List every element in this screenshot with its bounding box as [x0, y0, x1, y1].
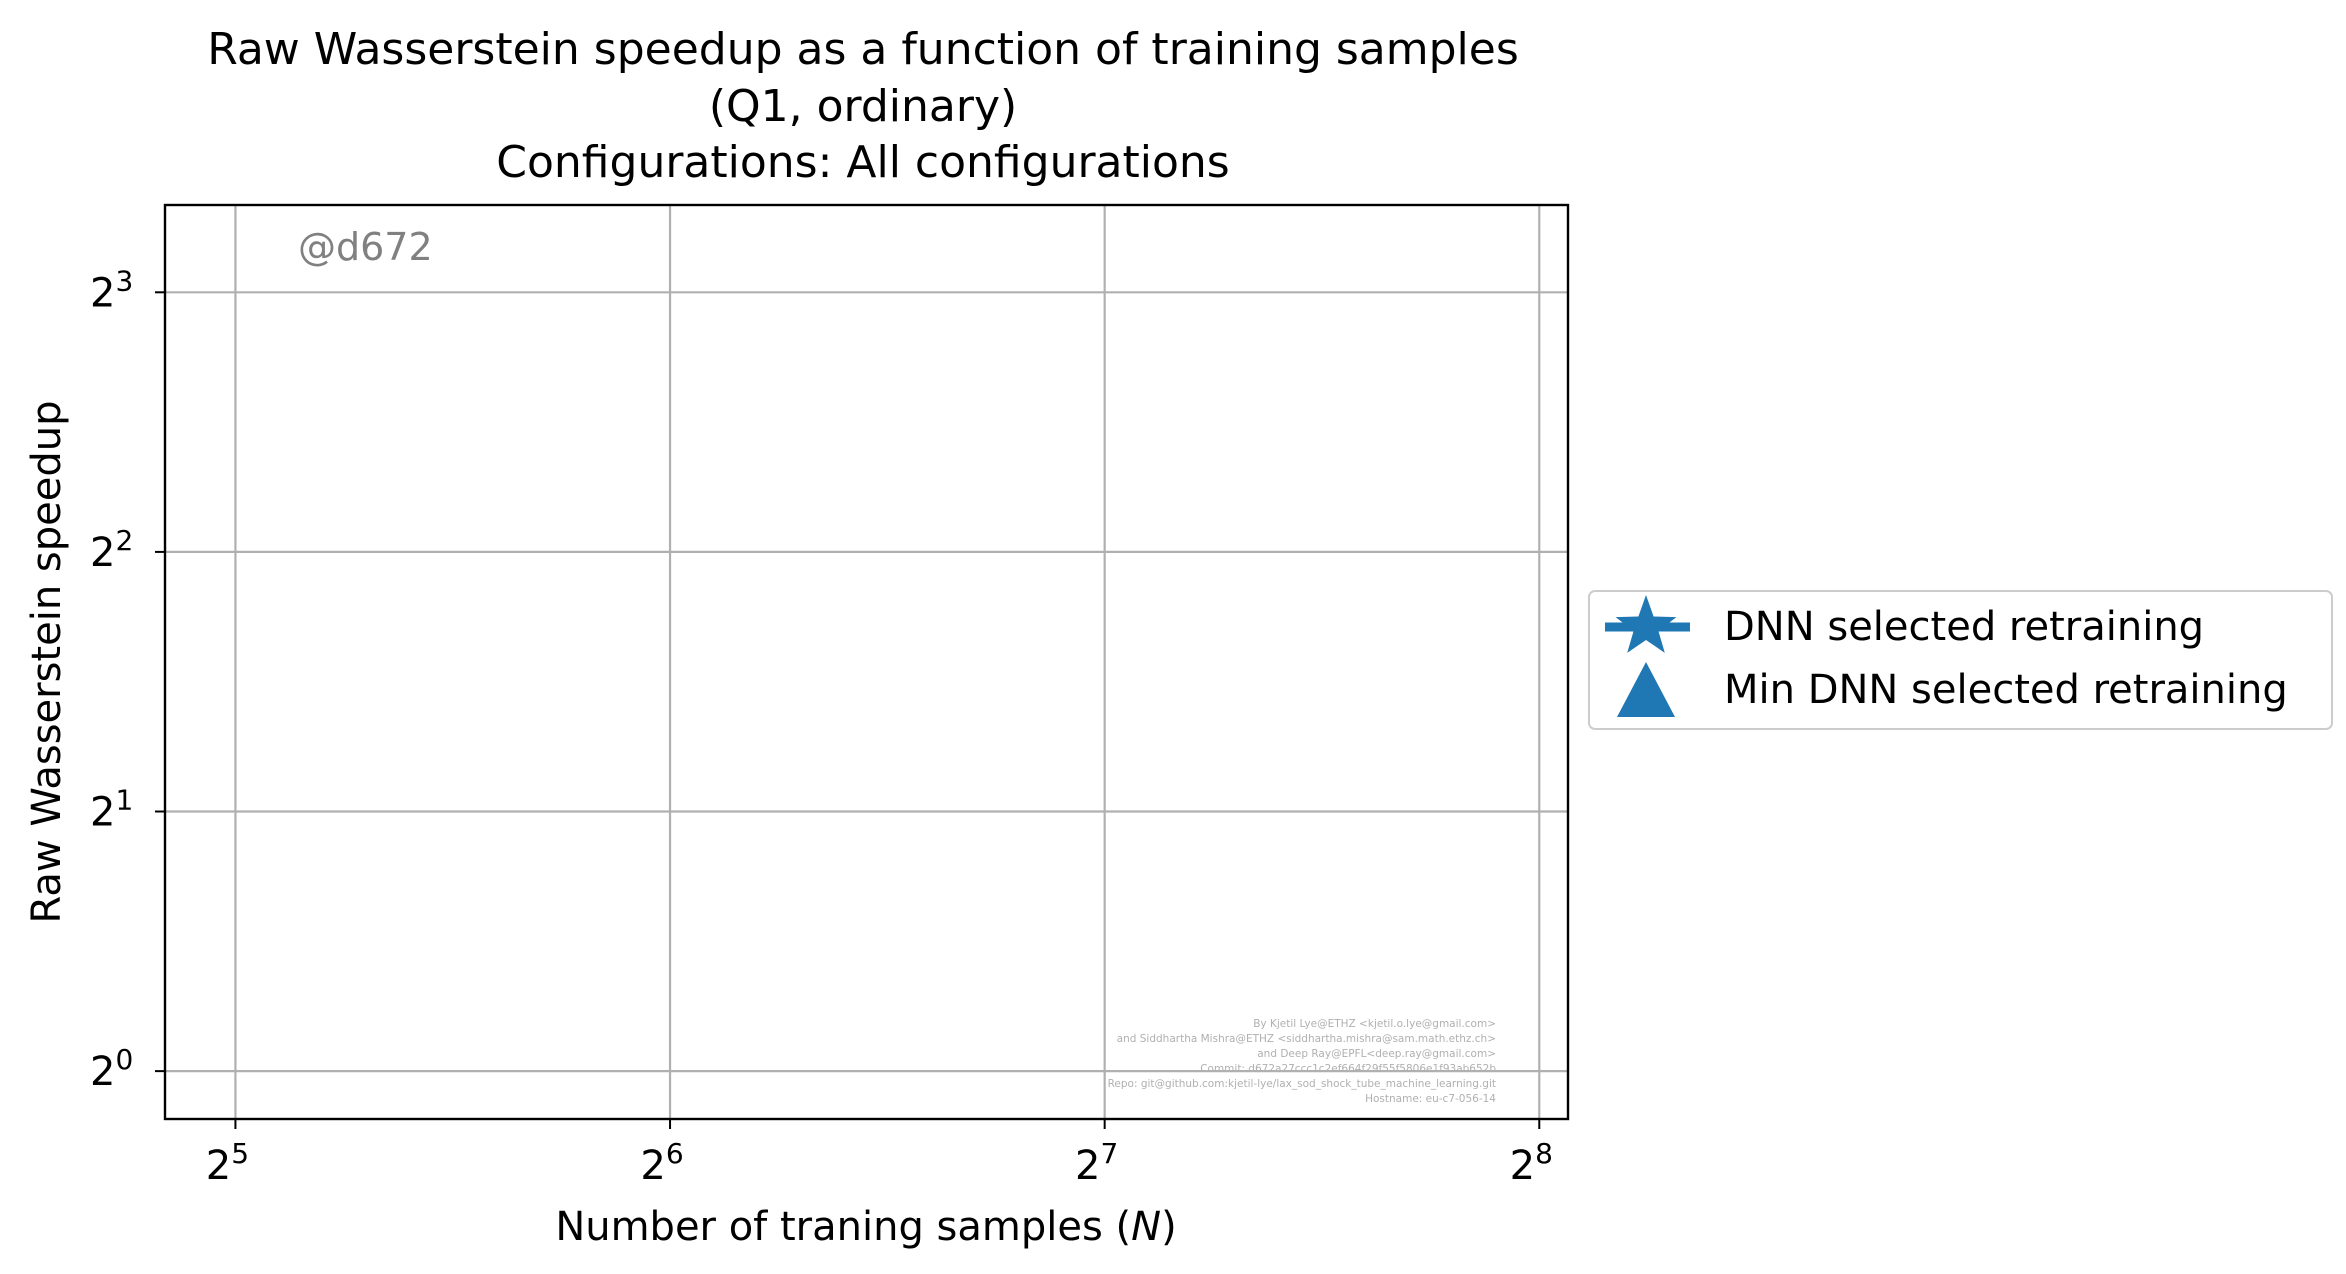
x-axis-label-variable: N [1131, 1204, 1161, 1250]
star-marker-icon [1615, 595, 1677, 653]
y-axis-label: Raw Wasserstein speedup [24, 401, 70, 924]
x-tick-label: 26 [640, 1137, 683, 1189]
legend: DNN selected retraining Min DNN selected… [1588, 590, 2333, 730]
x-tick-base: 2 [206, 1143, 231, 1189]
legend-frame [1588, 590, 2333, 730]
y-tick-base: 2 [90, 1049, 115, 1095]
credit-line: and Deep Ray@EPFL<deep.ray@gmail.com> [1257, 1048, 1496, 1060]
legend-label: Min DNN selected retraining [1724, 667, 2288, 713]
credit-line: By Kjetil Lye@ETHZ <kjetil.o.lye@gmail.c… [1253, 1018, 1496, 1030]
credit-line: Hostname: eu-c7-056-14 [1365, 1093, 1496, 1105]
x-tick-label: 28 [1510, 1137, 1553, 1189]
x-axis-ticks: 25 26 27 28 [206, 1119, 1553, 1189]
y-tick-exponent: 3 [115, 264, 133, 297]
credit-line: Repo: git@github.com:kjetil-lye/lax_sod_… [1108, 1078, 1496, 1090]
x-tick-base: 2 [1075, 1143, 1100, 1189]
y-tick-exponent: 2 [115, 524, 133, 557]
y-tick-exponent: 0 [115, 1043, 133, 1076]
chart-title: Raw Wasserstein speedup as a function of… [207, 24, 1519, 188]
credit-line: and Siddhartha Mishra@ETHZ <siddhartha.m… [1117, 1033, 1496, 1045]
x-axis-label-text: Number of traning samples ( [555, 1204, 1131, 1250]
title-line-3: Configurations: All configurations [496, 137, 1229, 188]
y-tick-base: 2 [90, 270, 115, 316]
y-tick-base: 2 [90, 530, 115, 576]
commit-tag: @d672 [298, 225, 433, 269]
title-line-2: (Q1, ordinary) [709, 81, 1017, 132]
y-tick-exponent: 1 [115, 784, 133, 817]
x-tick-base: 2 [640, 1143, 665, 1189]
x-axis-label: Number of traning samples (N) [555, 1204, 1176, 1250]
x-tick-exponent: 5 [231, 1137, 249, 1170]
grid-lines [165, 205, 1568, 1119]
legend-label: DNN selected retraining [1724, 604, 2204, 650]
x-tick-exponent: 6 [666, 1137, 684, 1170]
y-tick-label: 23 [90, 264, 133, 316]
title-line-1: Raw Wasserstein speedup as a function of… [207, 24, 1519, 75]
x-axis-label-close: ) [1161, 1204, 1177, 1250]
triangle-marker-icon [1617, 662, 1675, 717]
x-tick-exponent: 7 [1100, 1137, 1118, 1170]
legend-item-dnn-selected-retraining: DNN selected retraining [1605, 595, 2204, 653]
credits-block: By Kjetil Lye@ETHZ <kjetil.o.lye@gmail.c… [1108, 1018, 1497, 1105]
credit-line: Commit: d672a27ccc1c2ef664f29f55f5806e1f… [1200, 1063, 1496, 1075]
plot-frame [163, 203, 1570, 1121]
x-tick-label: 27 [1075, 1137, 1118, 1189]
y-tick-label: 21 [90, 784, 133, 836]
y-tick-label: 20 [90, 1043, 133, 1095]
legend-item-min-dnn-selected-retraining: Min DNN selected retraining [1617, 662, 2288, 717]
y-tick-base: 2 [90, 790, 115, 836]
x-tick-label: 25 [206, 1137, 249, 1189]
x-tick-base: 2 [1510, 1143, 1535, 1189]
y-tick-label: 22 [90, 524, 133, 576]
x-tick-exponent: 8 [1535, 1137, 1553, 1170]
